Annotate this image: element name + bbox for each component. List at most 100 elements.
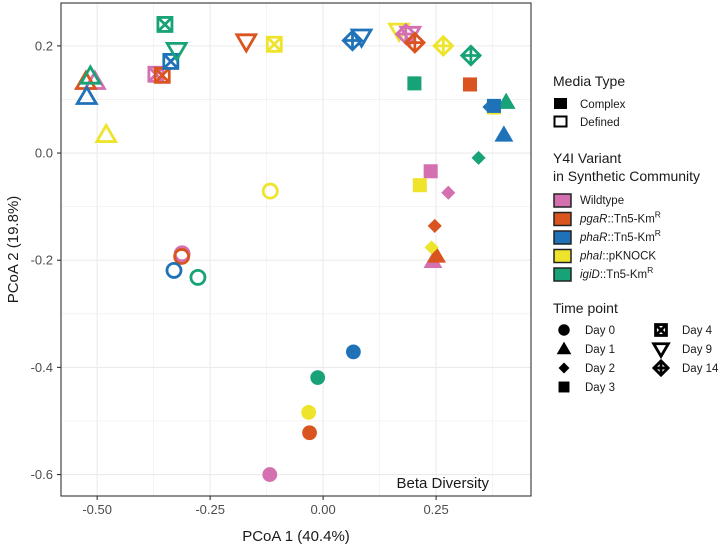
data-point	[427, 246, 446, 263]
legend-time-label: Day 9	[682, 344, 712, 356]
data-point	[74, 84, 99, 105]
data-point	[301, 405, 317, 420]
legend-variant-items: WildtypepgaR::Tn5-KmRphaR::Tn5-KmRphaI::…	[553, 193, 661, 282]
legend-time-symbol	[558, 324, 570, 336]
legend-time-label: Day 1	[585, 344, 615, 356]
legend-variant-label: Wildtype	[580, 195, 624, 207]
data-point	[349, 28, 374, 49]
variant-gene: pgaR	[579, 214, 608, 226]
variant-construct: ::pKNOCK	[602, 251, 656, 263]
legend-variant-label: pgaR::Tn5-KmR	[579, 210, 661, 226]
variant-gene: phaR	[579, 232, 608, 244]
legend-media-items: Complex Defined	[553, 98, 626, 129]
data-point	[165, 261, 183, 279]
data-point	[78, 64, 103, 85]
plot-area	[61, 3, 531, 496]
data-point	[302, 425, 317, 441]
grid-lines	[61, 3, 531, 496]
data-point	[441, 185, 456, 200]
data-point	[173, 248, 191, 265]
data-point	[189, 268, 207, 286]
x-tick-label: 0.00	[310, 502, 335, 517]
plot-panel	[61, 3, 531, 496]
data-point	[459, 44, 483, 67]
variant-construct: ::Tn5-Km	[608, 214, 655, 226]
y-tick-label: 0.2	[35, 38, 53, 53]
data-point	[153, 66, 171, 84]
legend-time-symbol	[558, 381, 570, 393]
data-point	[424, 240, 439, 255]
data-point	[341, 29, 364, 52]
variant-superscript: R	[655, 210, 661, 220]
data-point	[94, 122, 119, 143]
legend-variant-title-line1: Y4I Variant	[553, 150, 621, 166]
legend-media-label: Complex	[580, 99, 626, 111]
legend-variant-swatch	[553, 230, 572, 245]
data-point	[423, 164, 438, 179]
legend-variant-swatch	[553, 248, 572, 264]
y-axis-title: PCoA 2 (19.8%)	[5, 196, 22, 304]
variant-construct: Wildtype	[580, 195, 624, 207]
legend-time-symbol	[556, 341, 572, 355]
data-point	[164, 42, 189, 63]
legend-time-symbol	[651, 358, 671, 378]
axis-ticks: -0.50 -0.25 0.00 0.25 -0.6 -0.4 -0.2 0.0 0.2	[31, 38, 449, 517]
y-tick-label: -0.4	[31, 360, 53, 375]
data-point	[496, 92, 516, 109]
variant-superscript: R	[655, 228, 661, 238]
data-point	[162, 52, 180, 70]
legend-variant-label: phaI::pKNOCK	[579, 251, 656, 263]
x-tick-label: -0.50	[82, 502, 112, 517]
variant-gene: igiD	[580, 269, 600, 281]
legend-variant-swatch	[553, 267, 572, 282]
plot-border	[60, 2, 532, 497]
legend: Media Type Complex Defined Y4I Variant in…	[553, 73, 719, 394]
data-point	[427, 218, 442, 233]
legend-variant-label: phaR::Tn5-KmR	[579, 228, 661, 244]
data-points	[73, 16, 516, 482]
media-defined-key	[553, 115, 568, 128]
media-complex-key	[554, 98, 567, 109]
legend-time-symbol	[558, 362, 570, 374]
legend-time-label: Day 4	[682, 325, 713, 337]
data-point	[432, 34, 455, 58]
x-tick-label: 0.25	[423, 502, 448, 517]
data-point	[156, 16, 174, 33]
legend-variant-swatch	[553, 193, 572, 208]
variant-construct: ::Tn5-Km	[600, 269, 647, 281]
y-tick-label: 0.0	[35, 146, 53, 161]
legend-time-label: Day 2	[585, 363, 615, 375]
legend-time-symbol	[654, 323, 668, 337]
data-point	[407, 76, 422, 91]
data-point	[462, 77, 478, 92]
data-point	[412, 178, 427, 193]
data-point	[265, 35, 283, 53]
legend-time-title: Time point	[553, 300, 618, 316]
chart-annotation: Beta Diversity	[396, 475, 489, 492]
legend-time-label: Day 0	[585, 325, 615, 337]
legend-time-symbol	[651, 342, 671, 360]
legend-media-title: Media Type	[553, 73, 625, 89]
x-axis-title: PCoA 1 (40.4%)	[242, 528, 350, 545]
y-tick-label: -0.2	[31, 253, 53, 268]
data-point	[494, 125, 514, 142]
legend-variant-label: igiD::Tn5-KmR	[580, 265, 653, 281]
plot-frame	[60, 2, 532, 497]
variant-gene: phaI	[579, 251, 603, 263]
data-point	[234, 33, 259, 54]
legend-variant-title-line2: in Synthetic Community	[553, 168, 700, 184]
legend-time-label: Day 14	[682, 363, 719, 375]
variant-superscript: R	[647, 265, 653, 275]
legend-time-items: Day 0 Day 1 Day 2 Day 3 Day 4 Day 9 Day 14	[556, 323, 719, 394]
variant-construct: ::Tn5-Km	[608, 232, 655, 244]
data-point	[403, 31, 427, 54]
y-tick-label: -0.6	[31, 467, 53, 482]
data-point	[471, 150, 486, 165]
x-tick-label: -0.25	[195, 502, 225, 517]
legend-time-label: Day 3	[585, 382, 615, 394]
data-point	[346, 344, 361, 360]
data-point	[262, 467, 278, 482]
legend-media-label: Defined	[580, 117, 620, 129]
data-point	[261, 182, 279, 200]
